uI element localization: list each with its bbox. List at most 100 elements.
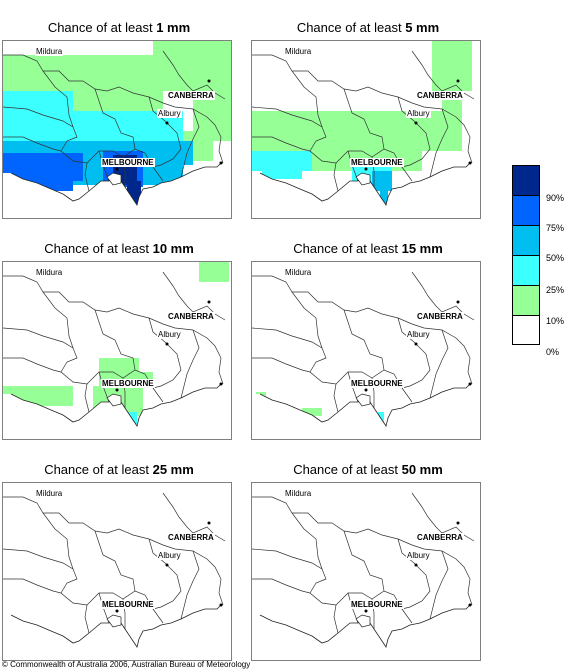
city-marker: [219, 161, 223, 165]
place-label-melbourne: MELBOURNE: [101, 600, 155, 609]
legend-swatch-10: [512, 285, 540, 315]
district-border: [291, 70, 323, 128]
city-marker: [468, 382, 472, 386]
district-border: [180, 329, 200, 399]
district-border: [397, 538, 431, 610]
district-border: [429, 329, 449, 399]
coverage-cell-25: [262, 167, 302, 179]
city-marker: [165, 342, 169, 346]
place-label-melbourne: MELBOURNE: [350, 158, 404, 167]
place-label-albury: Albury: [406, 330, 431, 339]
legend-swatch-50: [512, 225, 540, 255]
city-marker: [414, 563, 418, 567]
district-border: [84, 383, 90, 413]
place-label-albury: Albury: [157, 330, 182, 339]
port-phillip-bay: [355, 172, 371, 186]
basemap: [3, 262, 231, 439]
place-label-albury: Albury: [406, 109, 431, 118]
legend-label-90: 90%: [546, 193, 565, 203]
city-marker: [115, 167, 119, 171]
coverage-cell-25: [252, 151, 312, 171]
coverage-cell-10: [432, 41, 472, 91]
coverage-cell-50: [380, 191, 388, 205]
place-label-melbourne: MELBOURNE: [350, 379, 404, 388]
city-marker: [165, 563, 169, 567]
district-border: [3, 54, 224, 164]
district-border: [252, 548, 413, 624]
sea-mask: [3, 163, 231, 218]
district-border: [84, 162, 90, 192]
coverage-cell-25: [3, 121, 183, 141]
copyright-footer: © Commonwealth of Australia 2006, Austra…: [2, 660, 251, 669]
place-label-melbourne: MELBOURNE: [350, 600, 404, 609]
district-border: [148, 96, 182, 168]
legend-swatch-25: [512, 255, 540, 285]
coastline: [10, 162, 222, 206]
place-label-mildura: Mildura: [284, 489, 313, 498]
city-marker: [207, 300, 211, 304]
district-border: [3, 578, 62, 594]
coverage-cell-10: [199, 262, 229, 282]
district-border: [252, 327, 413, 403]
legend-swatch-90: [512, 165, 540, 195]
district-border: [3, 106, 164, 182]
panel-title-5mm: Chance of at least 5 mm: [296, 20, 440, 35]
port-phillip-bay: [106, 614, 122, 628]
district-border: [94, 88, 136, 150]
district-border: [148, 538, 182, 610]
place-label-canberra: CANBERRA: [416, 312, 464, 321]
port-phillip-bay: [355, 614, 371, 628]
district-border: [148, 317, 182, 389]
map-10mm: Mildura CANBERRA Albury MELBOURNE: [2, 261, 232, 440]
panel-title-25mm: Chance of at least 25 mm: [44, 462, 194, 477]
place-label-albury: Albury: [406, 551, 431, 560]
port-phillip-bay: [106, 393, 122, 407]
district-border: [3, 357, 62, 373]
legend-label-0: 0%: [546, 347, 560, 357]
city-marker: [207, 79, 211, 83]
coverage-cell-10: [153, 41, 231, 91]
place-label-mildura: Mildura: [284, 47, 313, 56]
district-border: [333, 604, 339, 634]
district-border: [3, 275, 224, 385]
place-label-mildura: Mildura: [35, 47, 64, 56]
coverage-cell-50: [372, 171, 392, 191]
sea-mask: [3, 384, 231, 439]
port-phillip-bay: [106, 172, 122, 186]
district-border: [343, 530, 385, 592]
place-label-canberra: CANBERRA: [167, 91, 215, 100]
legend-label-10: 10%: [546, 316, 565, 326]
panel-title-10mm: Chance of at least 10 mm: [44, 241, 194, 256]
place-label-canberra: CANBERRA: [167, 312, 215, 321]
district-border: [252, 357, 311, 373]
place-label-canberra: CANBERRA: [416, 91, 464, 100]
legend-label-50: 50%: [546, 253, 565, 263]
legend-label-75: 75%: [546, 223, 565, 233]
city-marker: [414, 342, 418, 346]
place-label-melbourne: MELBOURNE: [101, 379, 155, 388]
map-25mm: Mildura CANBERRA Albury MELBOURNE: [2, 482, 232, 661]
map-1mm: Mildura CANBERRA Albury MELBOURNE: [2, 40, 232, 219]
place-label-melbourne: MELBOURNE: [101, 158, 155, 167]
district-border: [252, 496, 473, 606]
city-marker: [468, 603, 472, 607]
place-label-mildura: Mildura: [284, 268, 313, 277]
district-border: [429, 550, 449, 620]
sea-mask: [252, 384, 480, 439]
district-border: [252, 275, 473, 385]
district-border: [42, 291, 74, 349]
district-border: [84, 604, 90, 634]
basemap: [3, 492, 231, 660]
district-border: [252, 136, 311, 152]
legend-label-25: 25%: [546, 285, 565, 295]
district-border: [333, 383, 339, 413]
basemap: [252, 271, 480, 439]
basemap: [252, 492, 480, 660]
city-marker: [115, 388, 119, 392]
city-marker: [456, 79, 460, 83]
city-marker: [414, 121, 418, 125]
district-border: [3, 496, 224, 606]
city-marker: [207, 521, 211, 525]
sea-mask: [252, 605, 480, 660]
city-marker: [364, 167, 368, 171]
